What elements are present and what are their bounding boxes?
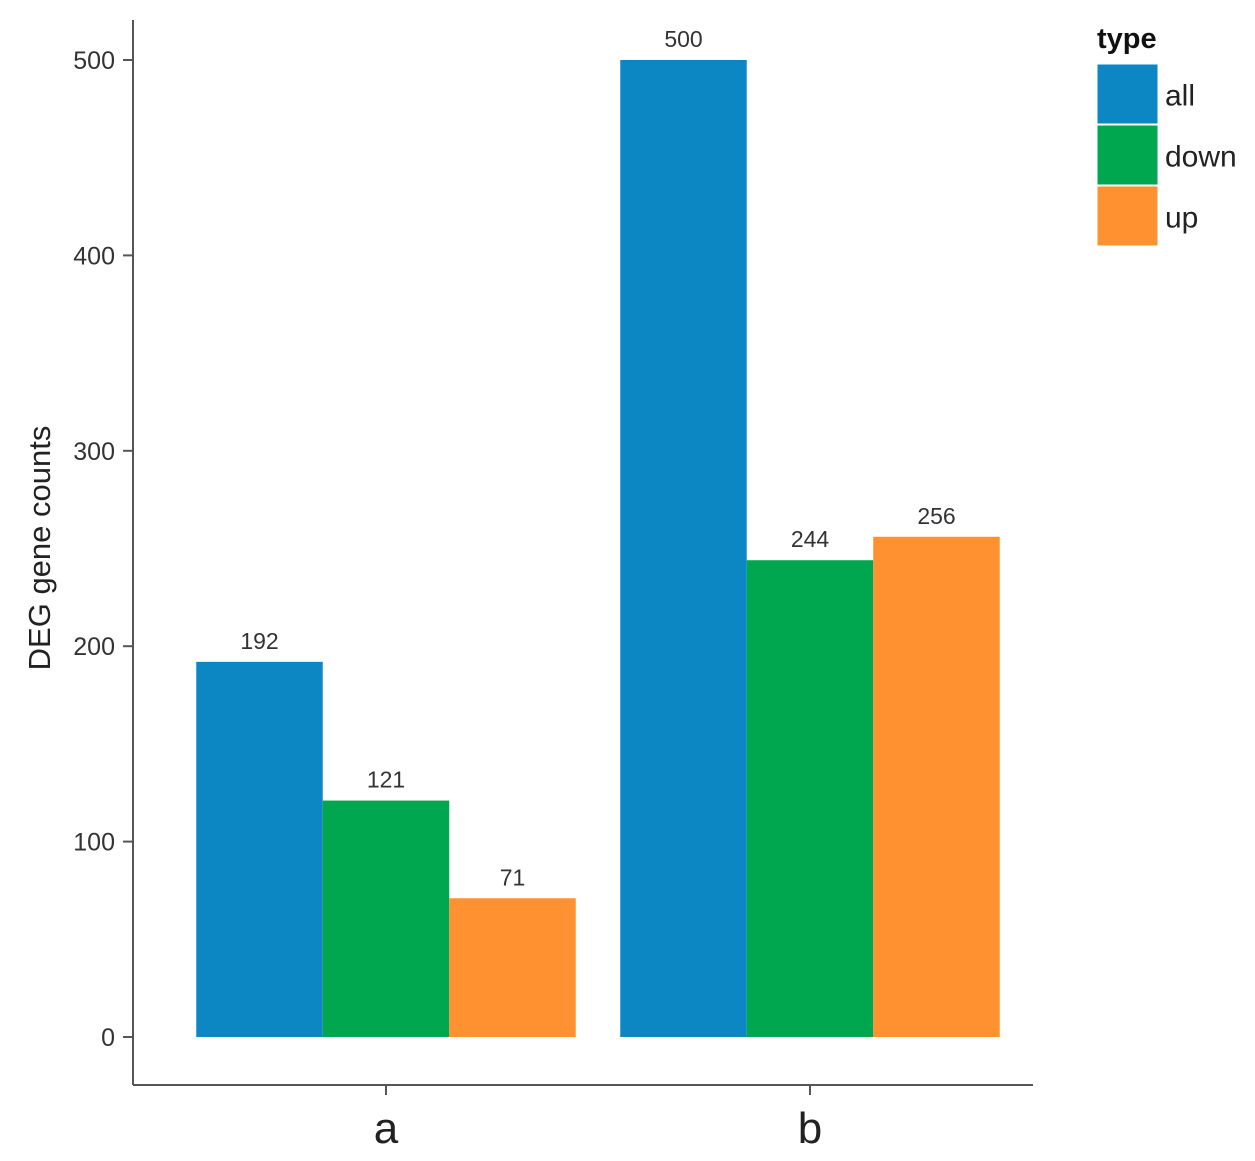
y-axis-ticks: 0 100 200 300 400 500 (73, 47, 133, 1052)
bar-down-a (322, 800, 450, 1037)
data-label-up-b: 256 (917, 503, 955, 529)
y-axis-title: DEG gene counts (22, 426, 57, 671)
legend: type all down up (1096, 23, 1237, 247)
y-tick-label: 0 (101, 1024, 115, 1052)
data-label-down-a: 121 (367, 767, 405, 793)
legend-key-down (1096, 124, 1159, 186)
data-label-all-a: 192 (240, 628, 278, 654)
bar-up-b (873, 536, 1000, 1037)
data-labels: 192 121 71 500 244 256 (240, 26, 955, 890)
y-tick-label: 400 (73, 242, 115, 270)
y-tick-label: 500 (73, 47, 115, 75)
bars (196, 60, 1000, 1037)
x-tick-label-a: a (374, 1104, 399, 1153)
legend-key-all (1096, 63, 1159, 125)
legend-label-all: all (1165, 80, 1195, 113)
y-tick-label: 300 (73, 438, 115, 466)
bar-all-a (196, 661, 323, 1037)
axes (132, 20, 1033, 1086)
y-tick-label: 200 (73, 633, 115, 661)
legend-items: all down up (1096, 63, 1237, 247)
legend-key-up (1096, 185, 1159, 247)
legend-label-down: down (1165, 141, 1237, 174)
bar-all-b (620, 60, 747, 1037)
y-tick-label: 100 (73, 829, 115, 857)
data-label-all-b: 500 (664, 26, 702, 52)
bar-down-b (746, 560, 874, 1037)
bar-up-a (449, 898, 576, 1037)
legend-title: type (1097, 23, 1157, 55)
data-label-up-a: 71 (500, 864, 526, 890)
x-tick-label-b: b (798, 1104, 822, 1153)
data-label-down-b: 244 (791, 526, 830, 552)
legend-label-up: up (1165, 202, 1198, 235)
